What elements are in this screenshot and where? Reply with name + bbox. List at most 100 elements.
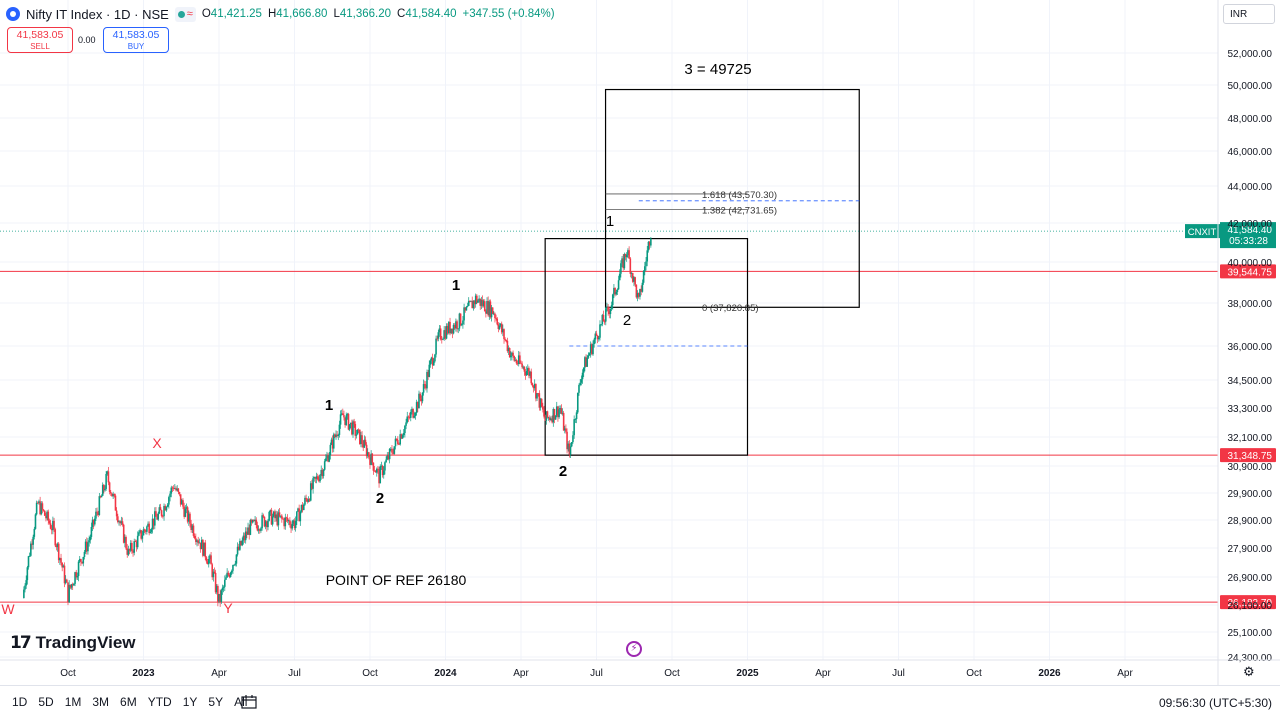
- candle-body: [407, 416, 410, 418]
- sell-label: SELL: [30, 42, 50, 51]
- time-tick-label: Oct: [362, 668, 378, 679]
- wave-zone-box-upper: [604, 88, 860, 308]
- wave-icon: ≈: [186, 8, 193, 20]
- candle-body: [645, 261, 647, 267]
- candle-body: [610, 305, 613, 309]
- range-1d[interactable]: 1D: [12, 695, 28, 709]
- candle-body: [588, 353, 591, 356]
- candle-body: [575, 412, 578, 420]
- candle-body: [580, 379, 583, 383]
- range-all[interactable]: All: [234, 695, 248, 709]
- range-1y[interactable]: 1Y: [182, 695, 198, 709]
- candle-body: [278, 512, 281, 517]
- candle-body: [191, 525, 194, 530]
- candle-body: [96, 511, 98, 513]
- candle-body: [365, 444, 368, 457]
- candle-body: [543, 409, 545, 417]
- candle-body: [289, 520, 291, 526]
- candle-body: [455, 321, 457, 329]
- candle-body: [414, 412, 417, 417]
- candle-body: [546, 411, 549, 418]
- price-axis: 24,300.00 25,100.00 26,100.00 26,900.00 27,9…: [1217, 0, 1273, 685]
- candle-body: [372, 462, 375, 471]
- candle-body: [526, 368, 529, 372]
- candle-body: [202, 539, 204, 556]
- candle-body: [63, 565, 66, 584]
- candle-body: [73, 583, 75, 586]
- settings-gear-icon[interactable]: ⚙: [1243, 664, 1255, 679]
- candle-body: [525, 371, 528, 376]
- candle-body: [474, 295, 477, 305]
- currency-selector[interactable]: INR: [1223, 4, 1275, 24]
- candle-body: [554, 415, 557, 420]
- candle-body: [140, 530, 142, 539]
- candle-body: [392, 452, 394, 454]
- candle-body: [260, 528, 262, 531]
- candle-body: [174, 488, 176, 490]
- candle-body: [465, 306, 468, 311]
- candle-body: [90, 526, 93, 537]
- candle-body: [633, 277, 635, 282]
- candle-body: [112, 493, 114, 497]
- candle-body: [644, 266, 646, 272]
- candle-body: [249, 520, 252, 535]
- candle-body: [283, 519, 285, 527]
- candle-body: [547, 417, 550, 419]
- candle-body: [388, 448, 391, 460]
- candle-body: [233, 564, 235, 566]
- candle-body: [300, 504, 303, 512]
- candle-body: [479, 298, 482, 306]
- candle-body: [604, 308, 607, 322]
- calendar-icon[interactable]: [241, 695, 257, 709]
- candle-body: [369, 457, 371, 465]
- candle-body: [322, 469, 325, 477]
- candle-body: [517, 355, 520, 364]
- candle-body: [412, 408, 414, 418]
- candle-body: [176, 488, 178, 491]
- range-ytd[interactable]: YTD: [147, 695, 172, 709]
- candle-body: [38, 501, 40, 504]
- candle-body: [131, 542, 133, 552]
- candle-body: [362, 443, 365, 448]
- candle-body: [565, 428, 567, 432]
- candle-body: [503, 329, 505, 340]
- candle-body: [118, 521, 120, 523]
- news-flash-icon[interactable]: ⚡: [626, 641, 642, 657]
- candle-body: [488, 301, 491, 316]
- range-5y[interactable]: 5Y: [208, 695, 224, 709]
- range-3m[interactable]: 3M: [92, 695, 110, 709]
- wave-label: 2: [623, 312, 631, 329]
- time-clock[interactable]: 09:56:30 (UTC+5:30): [1158, 696, 1272, 710]
- indicator-toggle[interactable]: ≈: [174, 6, 196, 22]
- candle-body: [134, 541, 137, 542]
- buy-button[interactable]: 41,583.05 BUY: [103, 27, 169, 53]
- candle-body: [105, 473, 107, 489]
- symbol-logo-icon[interactable]: [6, 7, 20, 21]
- time-tick-label: 2024: [434, 668, 457, 679]
- candle-body: [77, 561, 80, 577]
- candle-body: [54, 529, 57, 546]
- candle-body: [406, 416, 409, 423]
- candle-body: [209, 555, 211, 560]
- candle-body: [45, 515, 47, 519]
- candle-body: [528, 368, 530, 376]
- symbol-title[interactable]: Nifty IT Index · 1D · NSE: [26, 6, 169, 22]
- tradingview-logo[interactable]: 17 TradingView: [10, 633, 136, 653]
- range-1m[interactable]: 1M: [64, 695, 82, 709]
- range-6m[interactable]: 6M: [120, 695, 137, 709]
- sell-button[interactable]: 41,583.05 SELL: [7, 27, 73, 53]
- candle-body: [291, 523, 293, 529]
- candle-body: [568, 443, 571, 455]
- candle-body: [439, 328, 442, 340]
- candle-body: [306, 499, 309, 502]
- range-5d[interactable]: 5D: [38, 695, 54, 709]
- candle-body: [452, 324, 455, 334]
- candle-body: [471, 300, 474, 309]
- candle-body: [229, 572, 232, 577]
- price-tick-label: 33,300.00: [1228, 404, 1273, 415]
- candle-body: [380, 465, 383, 467]
- price-tick-label: 40,000.00: [1228, 258, 1273, 269]
- candle-body: [157, 513, 160, 520]
- candle-body: [500, 323, 503, 333]
